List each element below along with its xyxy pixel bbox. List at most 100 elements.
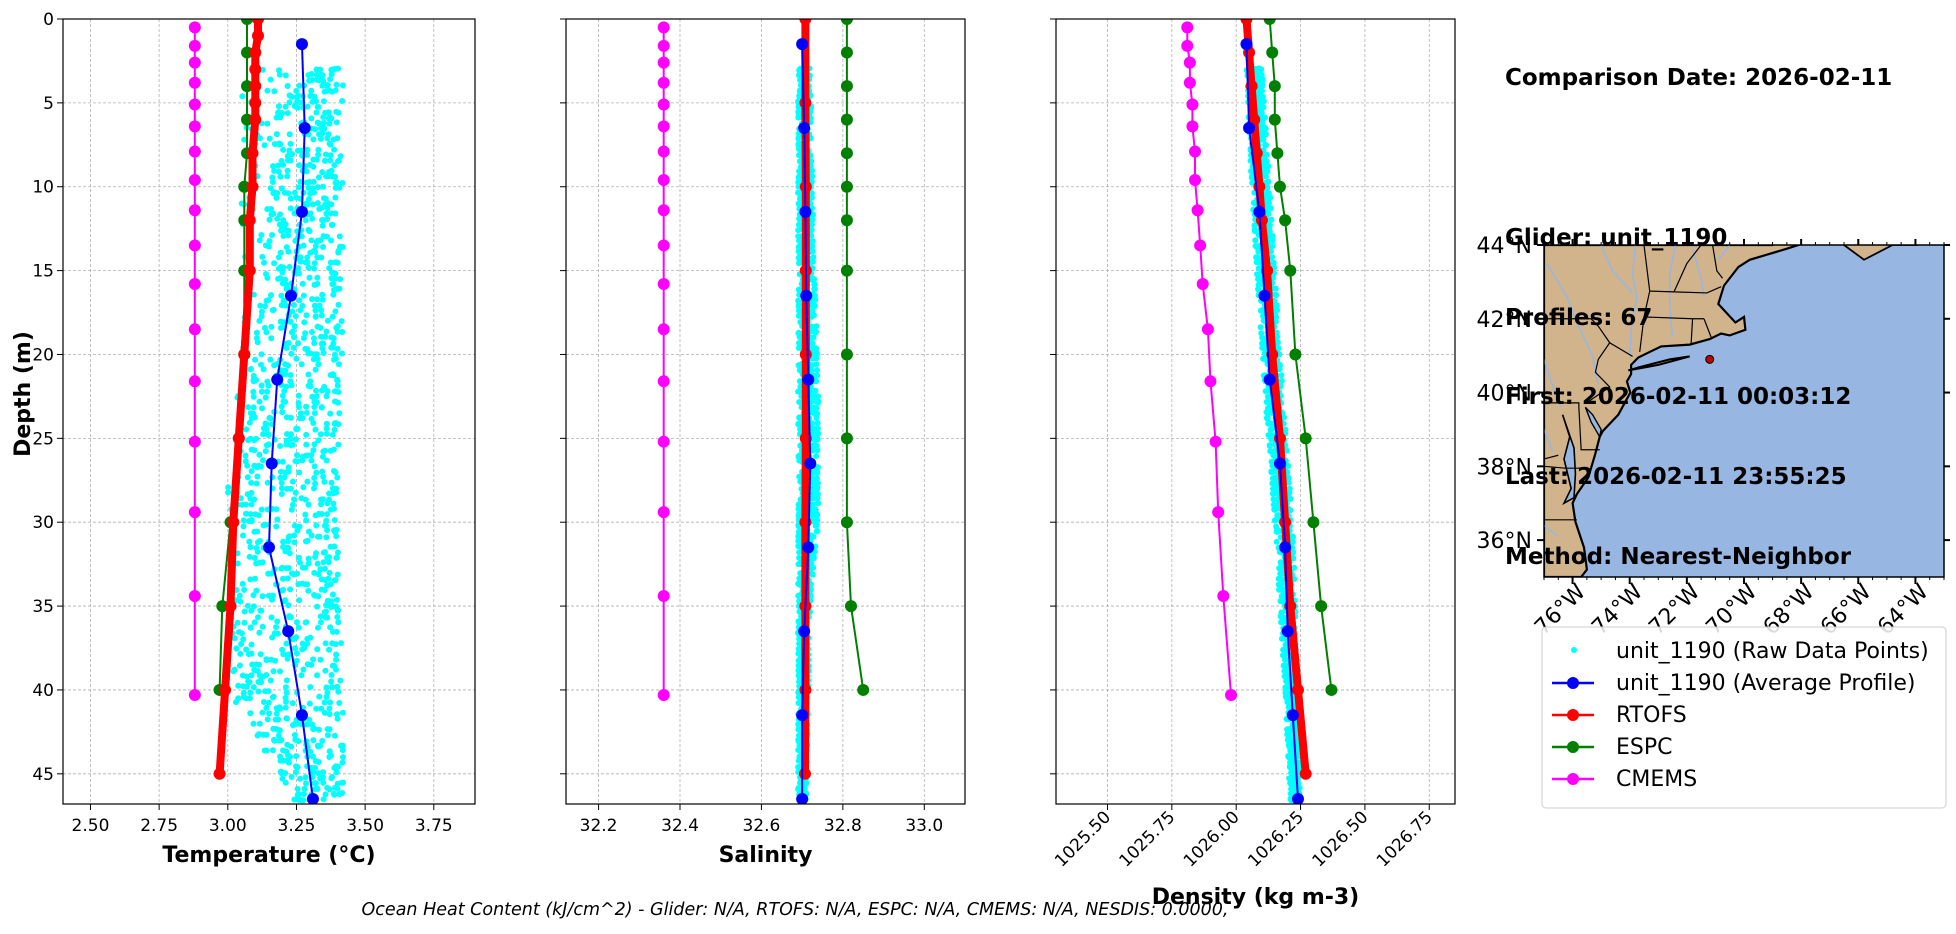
raw-point (313, 109, 320, 116)
raw-point (323, 457, 330, 464)
raw-point (1259, 81, 1266, 88)
raw-point (287, 436, 294, 443)
raw-point (284, 173, 291, 180)
raw-point (259, 593, 266, 600)
raw-point (314, 560, 321, 567)
raw-point (260, 431, 267, 438)
cmems-marker (1212, 506, 1225, 519)
raw-point (323, 430, 330, 437)
raw-point (332, 210, 339, 217)
raw-point (335, 389, 342, 395)
raw-point (330, 500, 337, 507)
rtofs-marker (246, 147, 259, 160)
raw-point (276, 221, 283, 228)
raw-point (332, 784, 339, 791)
cmems-marker (1194, 239, 1207, 252)
raw-point (310, 726, 317, 733)
cmems-marker (657, 120, 670, 133)
raw-point (310, 163, 317, 170)
raw-point (256, 317, 263, 324)
raw-point (296, 162, 303, 169)
raw-point (277, 114, 284, 121)
raw-point (796, 237, 803, 244)
raw-point (318, 312, 325, 319)
raw-point (247, 624, 254, 631)
raw-point (299, 280, 306, 287)
cmems-marker (188, 174, 201, 187)
espc-marker (845, 600, 857, 613)
raw-point (314, 646, 321, 653)
glider-marker (1243, 122, 1256, 135)
raw-point (258, 679, 265, 686)
raw-point (259, 66, 266, 73)
raw-point (334, 259, 341, 266)
raw-point (254, 473, 261, 480)
cmems-marker (1183, 76, 1196, 89)
raw-point (297, 258, 304, 265)
raw-point (1263, 409, 1270, 416)
glider-marker (802, 373, 815, 386)
rtofs-marker (1299, 767, 1312, 780)
glider-position-marker (1705, 354, 1715, 364)
raw-point (814, 447, 821, 454)
raw-point (242, 452, 249, 459)
raw-point (808, 276, 815, 283)
raw-point (253, 329, 260, 336)
raw-point (258, 351, 265, 358)
espc-marker (840, 432, 853, 445)
raw-point (813, 345, 820, 352)
raw-point (300, 292, 307, 299)
raw-point (248, 479, 255, 486)
raw-point (303, 721, 310, 728)
raw-point (795, 227, 802, 234)
raw-point (259, 253, 266, 260)
espc-marker (1273, 180, 1286, 193)
profile-panel-0: 2.50 2.75 3.00 3.25 3.50 3.75 0 5 10 15 20 25 30 35 40… (11, 10, 476, 868)
raw-point (274, 190, 281, 197)
raw-point (264, 274, 271, 281)
cmems-marker (188, 120, 201, 133)
raw-point (305, 560, 312, 567)
espc-marker (241, 80, 254, 93)
raw-point (298, 361, 305, 368)
raw-point (262, 303, 269, 310)
raw-point (317, 619, 324, 626)
raw-point (331, 543, 338, 550)
raw-point (256, 672, 263, 679)
raw-point (332, 732, 338, 739)
raw-point (1257, 324, 1264, 331)
raw-point (304, 201, 311, 208)
raw-point (284, 741, 291, 748)
raw-point (311, 281, 318, 288)
raw-point (237, 495, 244, 502)
raw-point (324, 317, 331, 324)
raw-point (297, 410, 304, 417)
profile-panel-2: 1025.50 1025.75 1026.00 1026.25 1026.50 1026.… (1050, 18, 1456, 910)
raw-point (315, 361, 322, 368)
raw-point (795, 721, 802, 728)
raw-point (308, 457, 315, 464)
raw-point (265, 699, 272, 706)
espc-marker (840, 180, 853, 193)
legend-label: unit_1190 (Average Profile) (1616, 671, 1916, 696)
rtofs-marker (799, 348, 812, 361)
raw-point (278, 485, 285, 492)
raw-point (334, 683, 341, 690)
rtofs-marker (243, 214, 256, 227)
raw-point (290, 302, 297, 308)
raw-point (339, 180, 346, 186)
river (1544, 359, 1562, 408)
cmems-marker (188, 435, 201, 448)
raw-point (810, 254, 817, 261)
raw-point (311, 475, 318, 481)
raw-point (814, 500, 821, 507)
raw-point (237, 650, 244, 657)
glider-marker (295, 38, 308, 51)
raw-point (277, 757, 284, 764)
raw-point (256, 720, 263, 727)
raw-point (285, 464, 292, 471)
x-tick-label: 1026.25 (1244, 807, 1308, 871)
raw-point (241, 619, 248, 626)
raw-point (266, 710, 272, 717)
raw-point (795, 135, 802, 142)
